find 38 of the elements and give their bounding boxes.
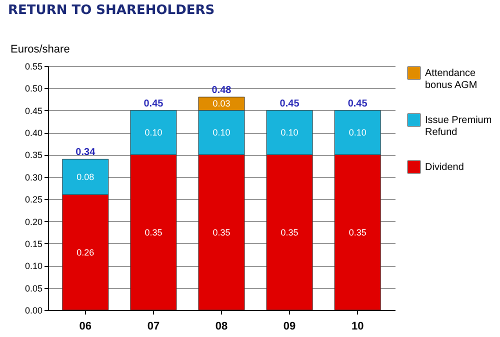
- data-label: 0.35: [212, 227, 230, 238]
- total-label: 0.45: [348, 98, 368, 110]
- text: 0.30: [24, 172, 42, 182]
- data-label: 0.35: [348, 227, 366, 238]
- data-label: 0.35: [280, 227, 298, 238]
- text: 0.20: [24, 216, 42, 227]
- total-label: 0.45: [280, 98, 300, 110]
- data-label: 0.10: [280, 128, 298, 138]
- data-label: 0.10: [348, 128, 366, 138]
- data-label: 0.35: [144, 227, 162, 238]
- x-tick-label: 06: [79, 320, 92, 332]
- text: 0.00: [24, 306, 42, 316]
- text: 0.25: [24, 194, 42, 205]
- text: 0.35: [24, 150, 42, 160]
- data-label: 0.10: [212, 128, 230, 138]
- legend-label: Attendance bonus AGM: [425, 68, 478, 91]
- x-tick-label: 09: [283, 320, 296, 332]
- total-label: 0.45: [144, 98, 164, 110]
- text: 0.40: [24, 128, 42, 138]
- legend-label: Issue Premium Refund: [425, 115, 492, 138]
- text: 0.15: [24, 238, 42, 249]
- x-tick-label: 10: [351, 320, 364, 332]
- y-axis-title: Euros/share: [10, 44, 70, 56]
- chart-title: RETURN TO SHAREHOLDERS: [8, 3, 215, 18]
- x-tick-label: 07: [147, 320, 160, 332]
- data-label: 0.10: [144, 128, 162, 138]
- text: 0.10: [24, 261, 42, 272]
- text: 0.05: [24, 283, 42, 294]
- total-label: 0.34: [76, 147, 96, 158]
- legend-label: Dividend: [425, 162, 464, 173]
- total-label: 0.48: [212, 85, 232, 96]
- data-label: 0.03: [212, 98, 230, 109]
- x-tick-label: 08: [215, 320, 228, 332]
- text: 0.45: [24, 106, 42, 116]
- text: 0.50: [24, 84, 42, 94]
- text: 0.55: [24, 62, 42, 72]
- data-label: 0.26: [76, 247, 94, 258]
- data-label: 0.08: [76, 172, 94, 182]
